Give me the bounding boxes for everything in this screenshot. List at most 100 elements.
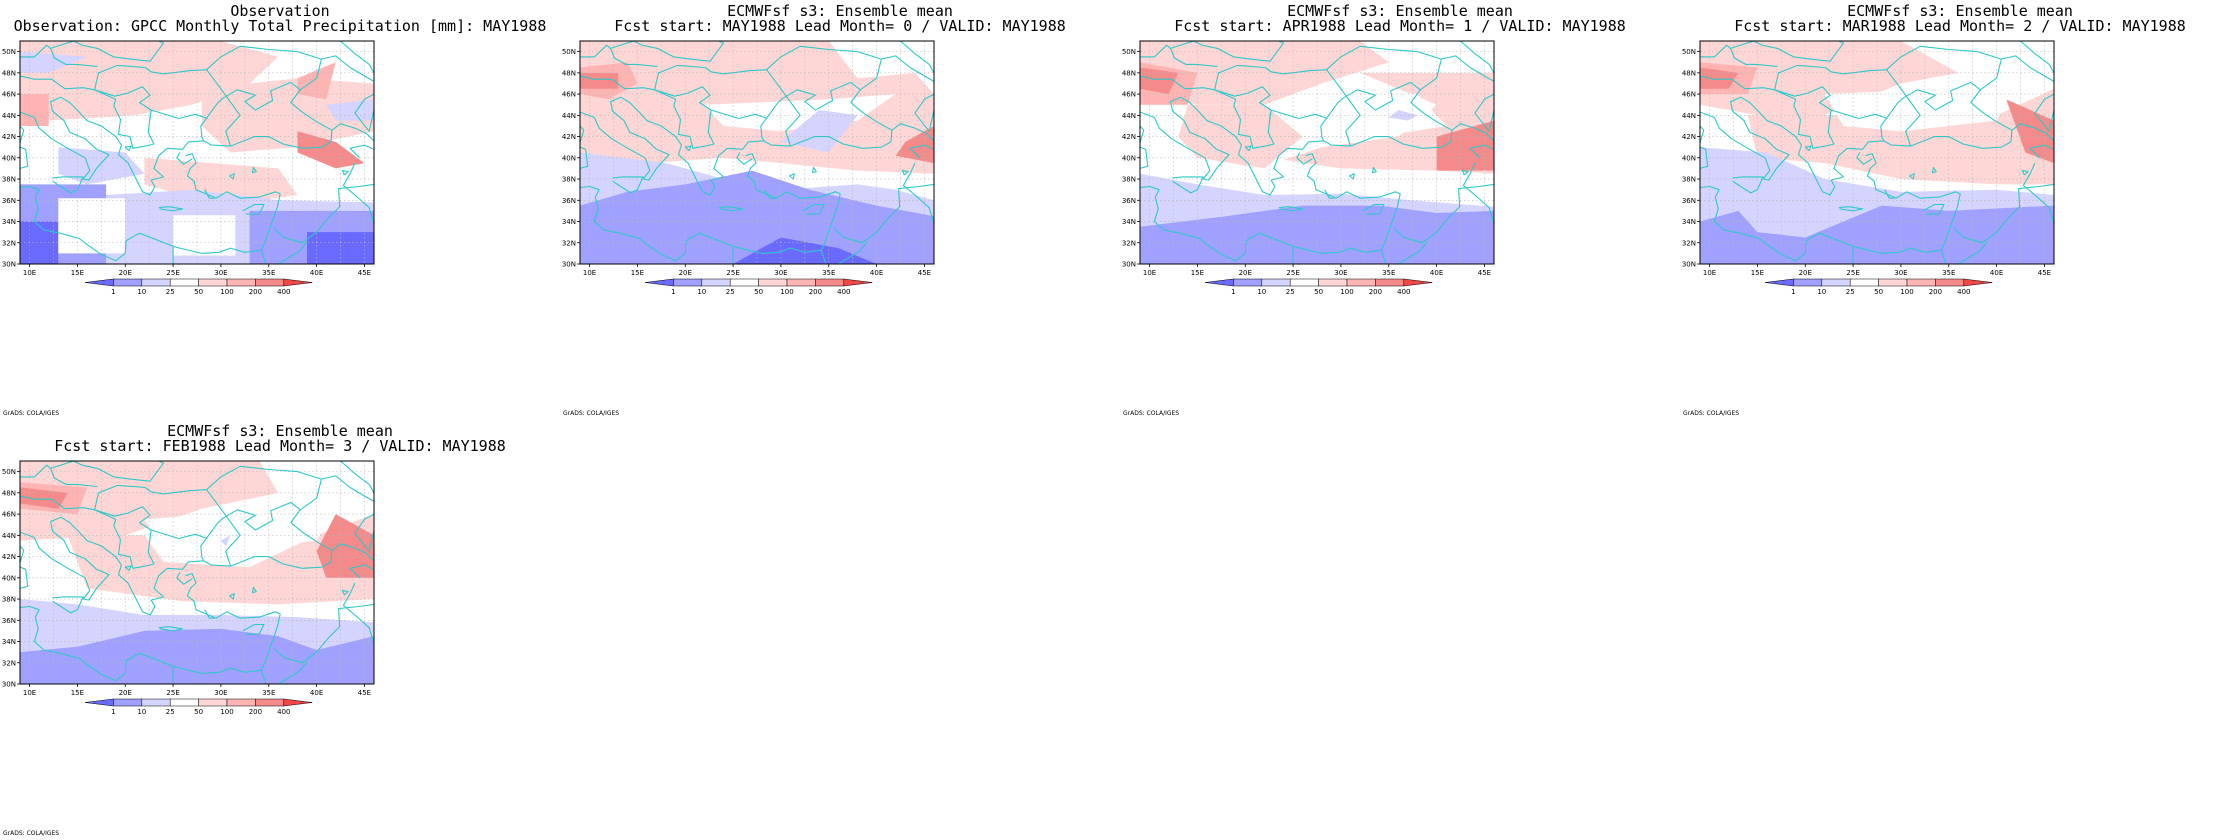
colorbar-swatch (113, 698, 143, 707)
map-frame (19, 460, 375, 685)
lon-tick-label: 20E (119, 269, 132, 277)
coastline (342, 162, 374, 224)
coastline (2011, 123, 2054, 142)
coastline (206, 45, 322, 91)
coastline (1278, 206, 1304, 212)
lake (1908, 173, 1915, 180)
colorbar-swatch (1793, 278, 1823, 287)
lon-tick-label: 40E (310, 269, 323, 277)
panel-subtitle: Fcst start: MAY1988 Lead Month= 0 / VALI… (614, 17, 1066, 35)
anomaly-region (20, 41, 279, 121)
coastline (20, 516, 110, 601)
coastline (1324, 189, 1335, 199)
lat-tick-label: 38N (1122, 176, 1136, 184)
colorbar-swatch (843, 278, 873, 287)
coastline (1954, 183, 2054, 244)
colorbar-label: 1 (1791, 288, 1795, 296)
panel-lead-3: ECMWFsf s3: Ensemble mean Fcst start: FE… (0, 420, 560, 840)
precip-anomaly-map: 10E 15E 20E 25E 30E 35E 40E 45E 50N 48N 46N 44N 42N 4… (1122, 40, 1495, 296)
lon-tick-label: 35E (262, 689, 275, 697)
colorbar-label: 50 (1874, 288, 1883, 296)
lat-tick-label: 50N (562, 48, 576, 56)
colorbar-label: 400 (277, 288, 290, 296)
coastline (340, 461, 374, 494)
lat-tick-label: 30N (1682, 261, 1696, 269)
coastline (52, 176, 84, 194)
coastline (260, 250, 267, 264)
coastline (891, 123, 934, 142)
coastline (620, 96, 892, 196)
lake (811, 166, 817, 174)
lon-tick-label: 25E (166, 269, 179, 277)
lat-tick-label: 42N (1122, 133, 1136, 141)
colorbar-swatch (1204, 278, 1234, 287)
coastline (342, 582, 374, 644)
colorbar-swatch (283, 698, 313, 707)
colorbar-label: 200 (249, 708, 262, 716)
colorbar-swatch (255, 278, 285, 287)
coastline (1170, 41, 1218, 68)
coastline (52, 596, 84, 614)
lon-tick-label: 30E (774, 269, 787, 277)
lake (1461, 170, 1469, 176)
coastline (1469, 144, 1494, 159)
lake (2021, 170, 2029, 176)
colorbar-label: 50 (194, 288, 203, 296)
coastline (1774, 64, 1888, 120)
colorbar-label: 1 (1231, 288, 1235, 296)
colorbar-label: 50 (194, 708, 203, 716)
coastline (718, 206, 744, 212)
lake (251, 586, 257, 594)
coastline (580, 96, 670, 181)
panel-title: ECMWFsf s3: Ensemble mean (1287, 2, 1513, 20)
coastline (2020, 41, 2054, 74)
lon-tick-label: 25E (726, 269, 739, 277)
colorbar-swatch (644, 278, 674, 287)
coastline (1824, 67, 1921, 147)
coastline (1740, 96, 2012, 196)
coastline (1305, 153, 1401, 251)
coastline (1180, 96, 1452, 196)
coastline (1700, 96, 1790, 181)
colorbar-swatch (141, 698, 171, 707)
colorbar-swatch (255, 698, 285, 707)
lat-tick-label: 34N (2, 218, 16, 226)
colorbar-label: 200 (1929, 288, 1942, 296)
lat-tick-label: 42N (562, 133, 576, 141)
lon-tick-label: 30E (214, 689, 227, 697)
coastline (242, 203, 265, 215)
coastline (204, 189, 215, 199)
coastline (1462, 162, 1494, 224)
anomaly-region (173, 215, 236, 256)
lat-tick-label: 48N (1682, 69, 1696, 77)
colorbar-swatch (84, 698, 114, 707)
lon-tick-label: 35E (1942, 269, 1955, 277)
colorbar-label: 400 (1397, 288, 1410, 296)
lat-tick-label: 34N (1682, 218, 1696, 226)
lat-tick-label: 32N (2, 659, 16, 667)
lon-tick-label: 20E (679, 269, 692, 277)
coastline (1394, 183, 1494, 244)
colorbar-label: 200 (249, 288, 262, 296)
colorbar-label: 100 (1340, 288, 1353, 296)
coastline (2034, 93, 2054, 132)
anomaly-region (20, 487, 68, 509)
colorbar-swatch (169, 278, 199, 287)
colorbar-swatch (786, 278, 816, 287)
coastline (704, 67, 801, 147)
lon-tick-label: 40E (1430, 269, 1443, 277)
anomaly-region (1436, 120, 1494, 171)
coastline (1326, 45, 1442, 91)
lake (124, 565, 132, 571)
coastline (20, 566, 29, 589)
anomaly-region (20, 628, 374, 684)
coastline (766, 45, 882, 91)
panel-lead-1: ECMWFsf s3: Ensemble mean Fcst start: AP… (1120, 0, 1680, 420)
colorbar-label: 25 (1286, 288, 1295, 296)
colorbar-label: 25 (726, 288, 735, 296)
anomaly-region (326, 99, 374, 121)
coastline (321, 475, 374, 502)
coastline (158, 626, 184, 632)
coastline (1140, 96, 1230, 181)
colorbar-swatch (1963, 278, 1993, 287)
